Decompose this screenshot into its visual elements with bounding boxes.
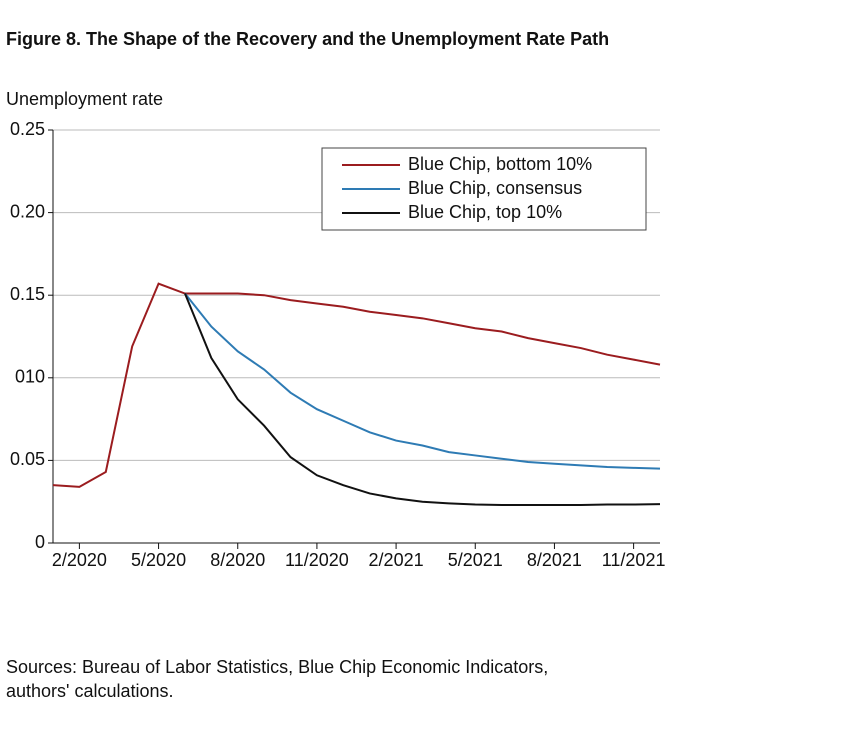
- x-tick-label: 8/2020: [210, 550, 265, 570]
- legend-label: Blue Chip, consensus: [408, 178, 582, 198]
- y-tick-label: 0.25: [10, 119, 45, 139]
- y-tick-label: 0.20: [10, 201, 45, 221]
- x-tick-label: 2/2021: [369, 550, 424, 570]
- y-tick-label: 010: [15, 367, 45, 387]
- x-tick-label: 5/2020: [131, 550, 186, 570]
- y-axis-label: Unemployment rate: [6, 89, 163, 109]
- series-line: [52, 282, 661, 488]
- x-tick-label: 11/2020: [285, 550, 349, 570]
- series-line: [184, 293, 661, 507]
- y-tick-label: 0: [35, 532, 45, 552]
- chart-title: Figure 8. The Shape of the Recovery and …: [6, 29, 609, 49]
- x-tick-label: 5/2021: [448, 550, 503, 570]
- x-tick-label: 2/2020: [52, 550, 107, 570]
- x-tick-label: 11/2021: [602, 550, 666, 570]
- x-tick-label: 8/2021: [527, 550, 582, 570]
- y-tick-label: 0.15: [10, 284, 45, 304]
- legend-label: Blue Chip, top 10%: [408, 202, 562, 222]
- y-tick-label: 0.05: [10, 449, 45, 469]
- series-line: [184, 292, 661, 470]
- source-note: Sources: Bureau of Labor Statistics, Blu…: [6, 657, 548, 701]
- legend-label: Blue Chip, bottom 10%: [408, 154, 592, 174]
